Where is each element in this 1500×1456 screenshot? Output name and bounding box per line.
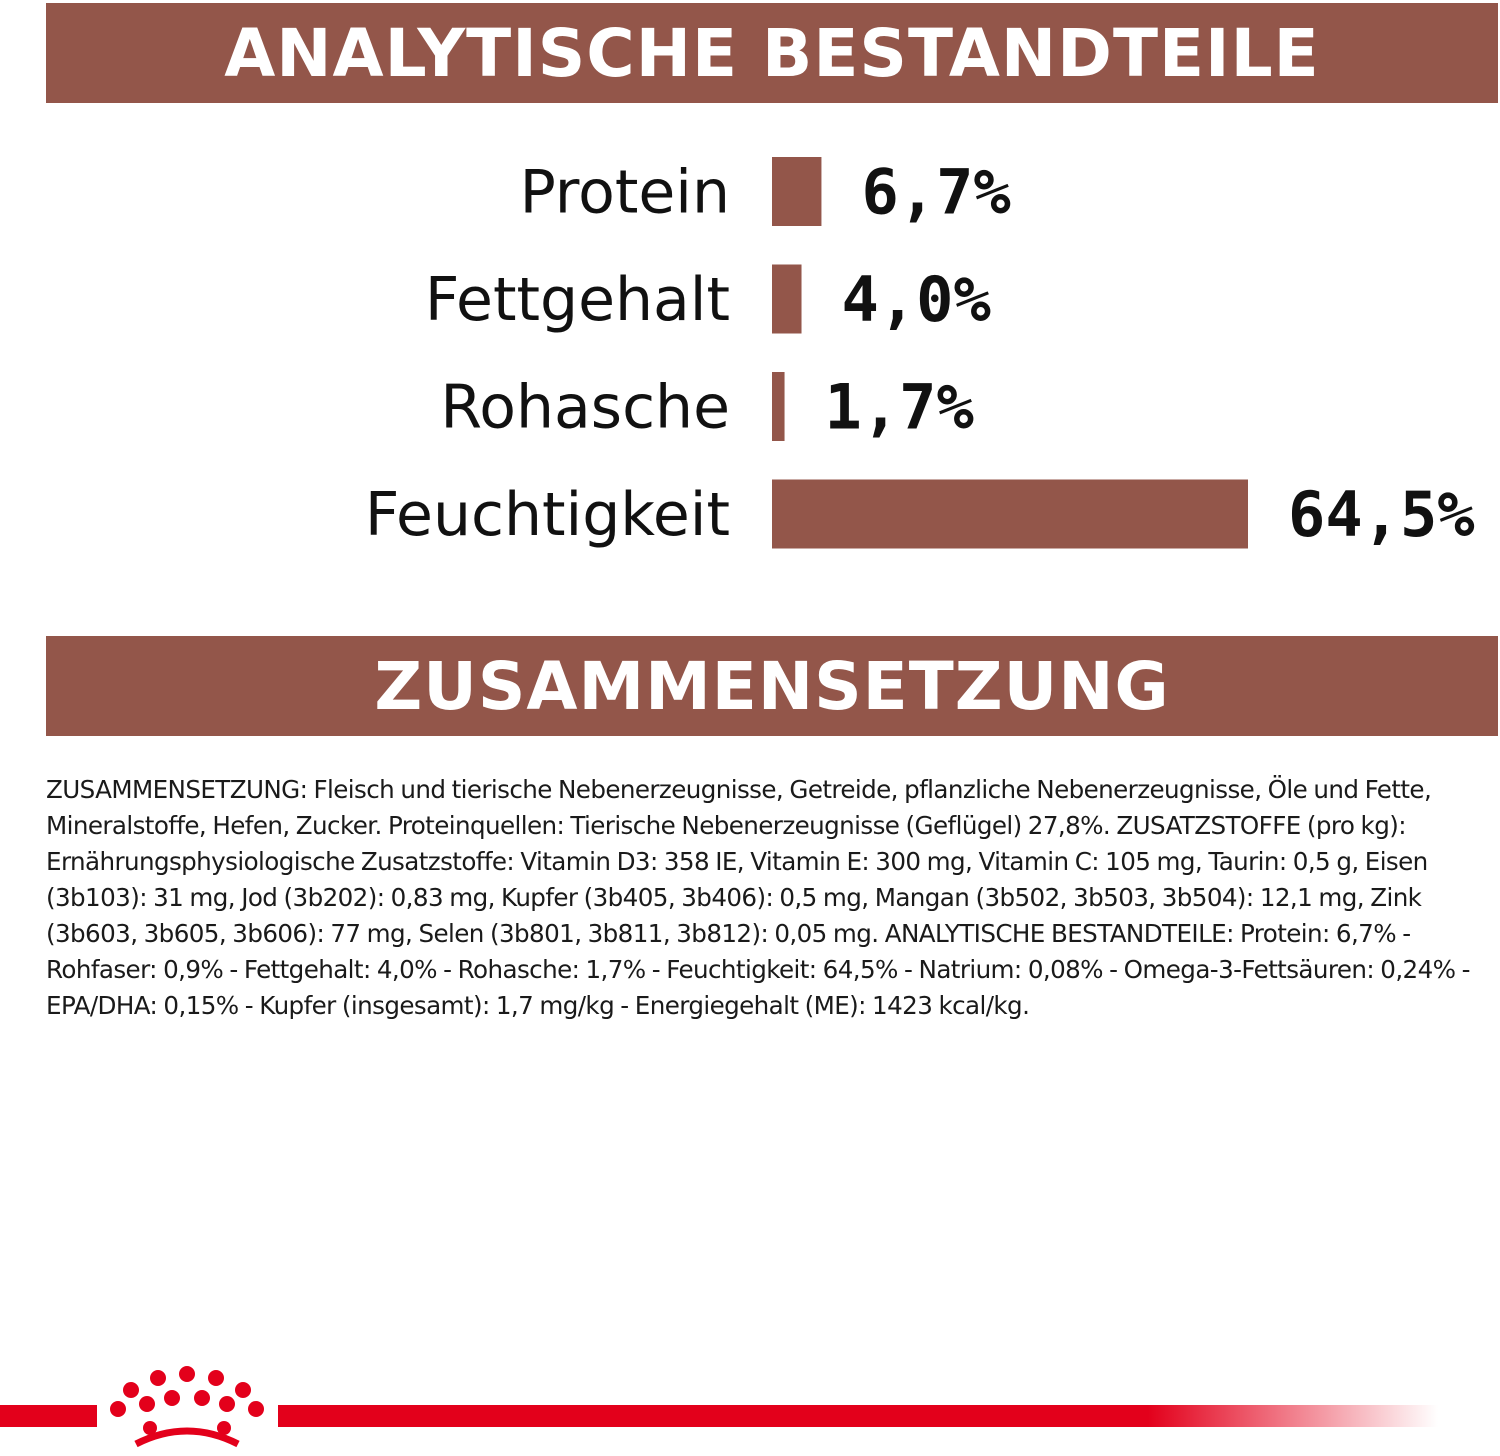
nutrient-bar-chart: Protein 6,7% Fettgehalt 4,0% Rohasche 1,7% Feu… <box>365 156 1475 552</box>
brand-footer <box>0 1366 1438 1448</box>
category-label: Protein <box>520 158 730 228</box>
analytics-title: ANALYTISCHE BESTANDTEILE <box>224 14 1320 92</box>
composition-title: ZUSAMMENSETZUNG <box>374 647 1170 725</box>
analytics-banner: ANALYTISCHE BESTANDTEILE <box>46 3 1498 103</box>
category-label: Fettgehalt <box>425 265 730 335</box>
value-label: 64,5% <box>1288 478 1475 551</box>
value-label: 6,7% <box>861 156 1010 229</box>
bar <box>772 264 802 334</box>
crown-icon <box>110 1366 264 1448</box>
bar <box>772 479 1248 549</box>
bar <box>772 157 822 226</box>
footer-line-right <box>278 1405 1438 1427</box>
value-label: 1,7% <box>825 371 974 444</box>
footer-line-left <box>0 1405 97 1427</box>
category-label: Rohasche <box>440 373 730 443</box>
category-label: Feuchtigkeit <box>365 480 730 550</box>
value-label: 4,0% <box>842 263 991 336</box>
composition-banner: ZUSAMMENSETZUNG <box>46 636 1498 736</box>
composition-text: ZUSAMMENSETZUNG: Fleisch und tierische N… <box>46 775 1470 1020</box>
bar <box>772 372 785 441</box>
